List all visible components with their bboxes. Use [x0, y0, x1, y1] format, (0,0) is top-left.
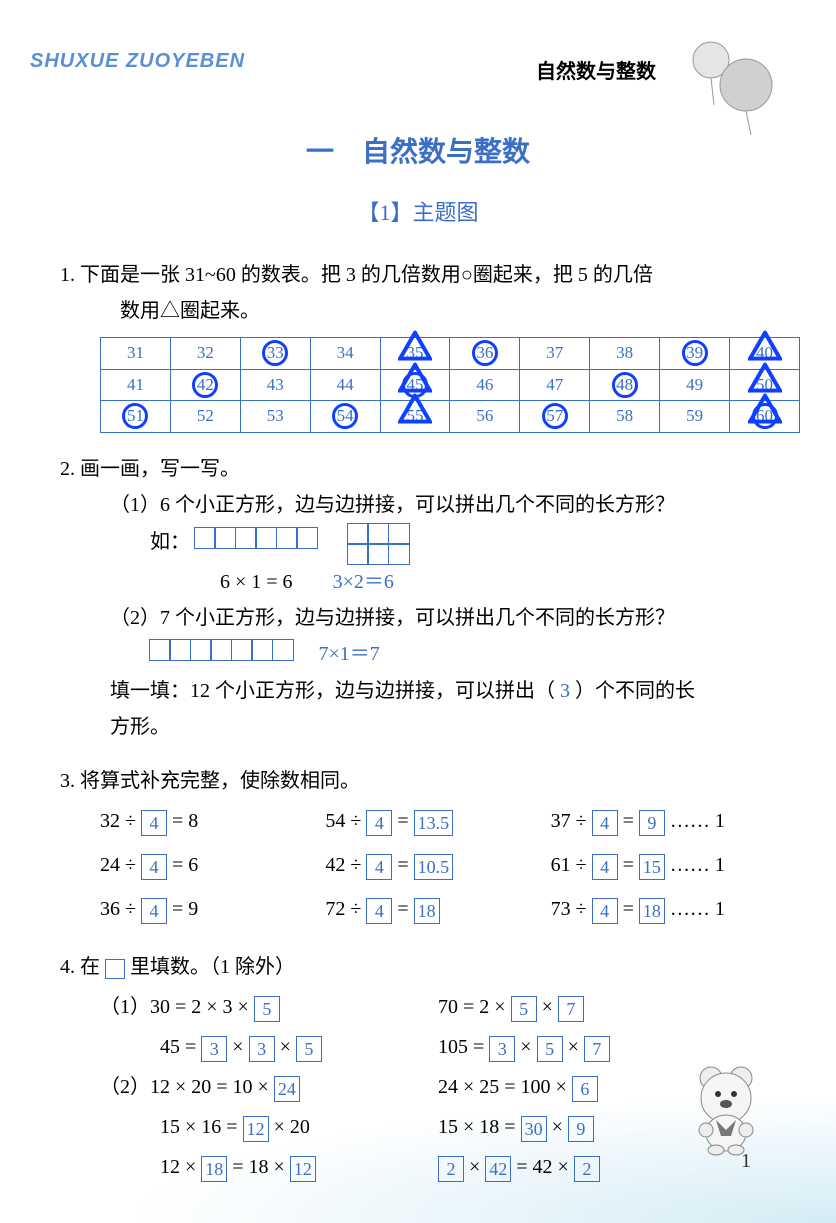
problem-2: 2. 画一画，写一写。 （1）6 个小正方形，边与边拼接，可以拼出几个不同的长方… [60, 451, 776, 745]
table-cell: 38 [590, 338, 660, 370]
table-cell: 47 [520, 369, 590, 401]
equation-line: （1）30 = 2 × 3 × 5 [100, 989, 438, 1025]
problem-4: 4. 在 里填数。（1 除外） （1）30 = 2 × 3 × 5 45 = 3… [60, 949, 776, 1189]
balloon-decoration [666, 30, 776, 145]
example-label: 如： [150, 531, 190, 553]
table-cell: 46 [450, 369, 520, 401]
table-cell: 42 [170, 369, 240, 401]
page-number: 1 [741, 1150, 751, 1173]
table-cell: 51 [101, 401, 171, 433]
table-cell: 52 [170, 401, 240, 433]
equation-cell: 37 ÷ 4 = 9 …… 1 [551, 803, 776, 839]
p2-s1-equations: 6 × 1 = 6 3×2＝6 [60, 564, 776, 600]
problem-1: 1. 下面是一张 31~60 的数表。把 3 的几倍数用○圈起来，把 5 的几倍… [60, 257, 776, 433]
equation-cell: 24 ÷ 4 = 6 [100, 847, 325, 883]
equation-cell: 36 ÷ 4 = 9 [100, 891, 325, 927]
table-cell: 31 [101, 338, 171, 370]
equation-cell: 72 ÷ 4 = 18 [325, 891, 550, 927]
p3-title: 3. 将算式补充完整，使除数相同。 [60, 763, 776, 799]
equation-line: 12 × 18 = 18 × 12 [100, 1149, 438, 1185]
table-cell: 33 [240, 338, 310, 370]
table-cell: 34 [310, 338, 380, 370]
p2-fill-line2: 方形。 [60, 709, 776, 745]
equation-cell: 32 ÷ 4 = 8 [100, 803, 325, 839]
p1-text-b: 数用△圈起来。 [60, 293, 776, 329]
table-cell: 60 [730, 401, 800, 433]
p4-title-post: 里填数。（1 除外） [125, 956, 295, 978]
equation-cell: 54 ÷ 4 = 13.5 [325, 803, 550, 839]
header-right-title: 自然数与整数 [536, 55, 656, 84]
table-cell: 55 [380, 401, 450, 433]
table-cell: 54 [310, 401, 380, 433]
bear-mascot-icon [676, 1048, 776, 1163]
table-cell: 53 [240, 401, 310, 433]
equation-line: 70 = 2 × 5 × 7 [438, 989, 776, 1025]
table-cell: 36 [450, 338, 520, 370]
p2-s2-q: （2）7 个小正方形，边与边拼接，可以拼出几个不同的长方形？ [60, 600, 776, 636]
equation-line: （2）12 × 20 = 10 × 24 [100, 1069, 438, 1105]
table-cell: 49 [660, 369, 730, 401]
table-cell: 57 [520, 401, 590, 433]
table-cell: 56 [450, 401, 520, 433]
problem-3: 3. 将算式补充完整，使除数相同。 32 ÷ 4 = 854 ÷ 4 = 13.… [60, 763, 776, 931]
eq-3x2-answer: 3×2＝6 [333, 571, 394, 593]
p1-text-a: 1. 下面是一张 31~60 的数表。把 3 的几倍数用○圈起来，把 5 的几倍 [60, 257, 776, 293]
p2-s1-example: 如： [60, 523, 776, 564]
fill-pre: 填一填：12 个小正方形，边与边拼接，可以拼出（ [110, 680, 555, 702]
equation-cell: 61 ÷ 4 = 15 …… 1 [551, 847, 776, 883]
grid-7x1 [150, 637, 294, 673]
equation-cell: 42 ÷ 4 = 10.5 [325, 847, 550, 883]
table-cell: 41 [101, 369, 171, 401]
table-cell: 44 [310, 369, 380, 401]
p2-title: 2. 画一画，写一写。 [60, 451, 776, 487]
table-cell: 48 [590, 369, 660, 401]
equation-cell: 73 ÷ 4 = 18 …… 1 [551, 891, 776, 927]
p4-title-pre: 4. 在 [60, 956, 105, 978]
table-cell: 58 [590, 401, 660, 433]
table-cell: 37 [520, 338, 590, 370]
fill-answer: 3 [560, 680, 570, 702]
p2-s2-example: 7×1＝7 [60, 636, 776, 673]
square-icon [105, 959, 125, 979]
p2-s1-q: （1）6 个小正方形，边与边拼接，可以拼出几个不同的长方形？ [60, 487, 776, 523]
table-cell: 43 [240, 369, 310, 401]
p4-title: 4. 在 里填数。（1 除外） [60, 949, 776, 985]
header-left-brand: SHUXUE ZUOYEBEN [30, 50, 245, 73]
eq-7x1-answer: 7×1＝7 [319, 643, 380, 665]
table-cell: 32 [170, 338, 240, 370]
fill-post: ）个不同的长 [575, 680, 695, 702]
eq-6x1: 6 × 1 = 6 [220, 571, 293, 593]
number-table: 3132333435363738394041424344454647484950… [100, 337, 800, 433]
table-cell: 59 [660, 401, 730, 433]
equation-line: 45 = 3 × 3 × 5 [100, 1029, 438, 1065]
table-cell: 39 [660, 338, 730, 370]
p2-fill: 填一填：12 个小正方形，边与边拼接，可以拼出（ 3 ）个不同的长 [60, 673, 776, 709]
grid-6x1 [195, 525, 318, 561]
section-title: 【1】主题图 [60, 195, 776, 227]
grid-3x2 [348, 523, 410, 564]
page-content: 1. 下面是一张 31~60 的数表。把 3 的几倍数用○圈起来，把 5 的几倍… [60, 257, 776, 1189]
equation-line: 15 × 16 = 12 × 20 [100, 1109, 438, 1145]
